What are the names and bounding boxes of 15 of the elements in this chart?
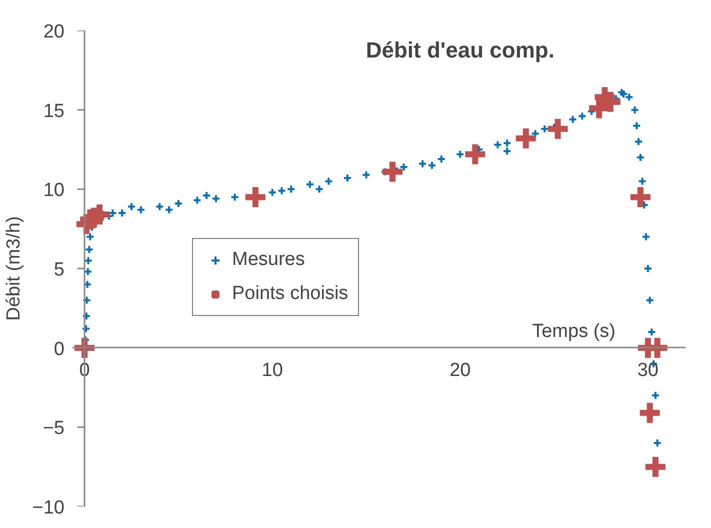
x-tick-label: 30 bbox=[637, 360, 659, 381]
y-tick-label: 0 bbox=[54, 338, 65, 360]
x-axis-title: Temps (s) bbox=[532, 320, 616, 342]
y-tick-label: −5 bbox=[42, 418, 65, 440]
y-tick-label: 5 bbox=[54, 260, 65, 280]
legend-label: Points choisis bbox=[232, 283, 348, 305]
y-tick-label: −10 bbox=[32, 498, 65, 518]
x-tick-label: 20 bbox=[450, 360, 471, 381]
y-tick-label: 15 bbox=[43, 100, 65, 122]
y-tick-label: 20 bbox=[43, 22, 65, 42]
x-tick-label: 10 bbox=[262, 360, 283, 381]
chart-title: Débit d'eau comp. bbox=[366, 38, 554, 62]
y-axis-title: Débit (m3/h) bbox=[3, 216, 24, 321]
y-tick-label: 10 bbox=[43, 180, 65, 202]
legend-label: Mesures bbox=[232, 249, 305, 271]
